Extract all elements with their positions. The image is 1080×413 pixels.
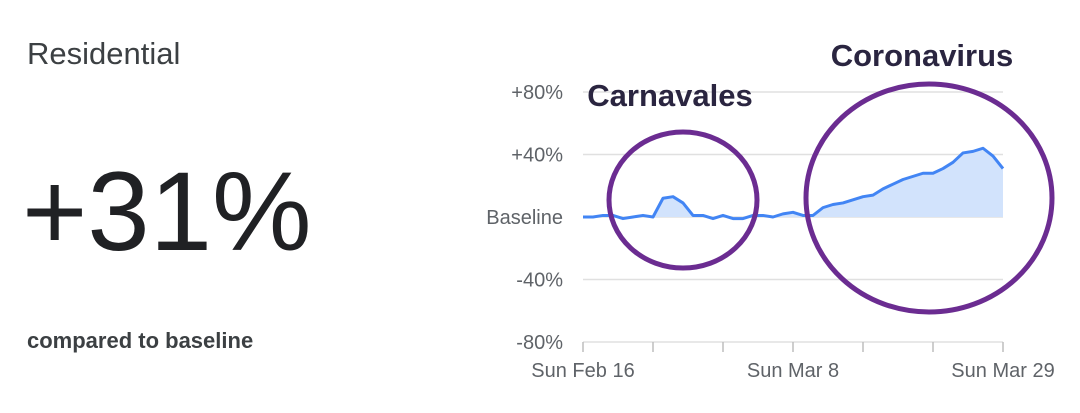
y-tick-label: -80% [516,332,563,354]
y-tick-label: Baseline [486,207,563,229]
annotation-circle [803,81,1055,315]
x-tick-label: Sun Mar 8 [747,360,839,382]
annotation-circle [606,129,760,271]
x-tick-label: Sun Feb 16 [531,360,634,382]
y-tick-label: -40% [516,270,563,292]
area [583,148,1003,219]
annotation-label: Carnavales [587,78,752,113]
caption: compared to baseline [27,328,253,353]
y-tick-label: +80% [511,82,563,104]
card-title: Residential [27,36,180,71]
y-tick-label: +40% [511,145,563,167]
x-tick-label: Sun Mar 29 [951,360,1054,382]
headline-value: +31% [22,149,312,274]
line [583,146,1005,221]
annotation-label: Coronavirus [831,38,1014,73]
